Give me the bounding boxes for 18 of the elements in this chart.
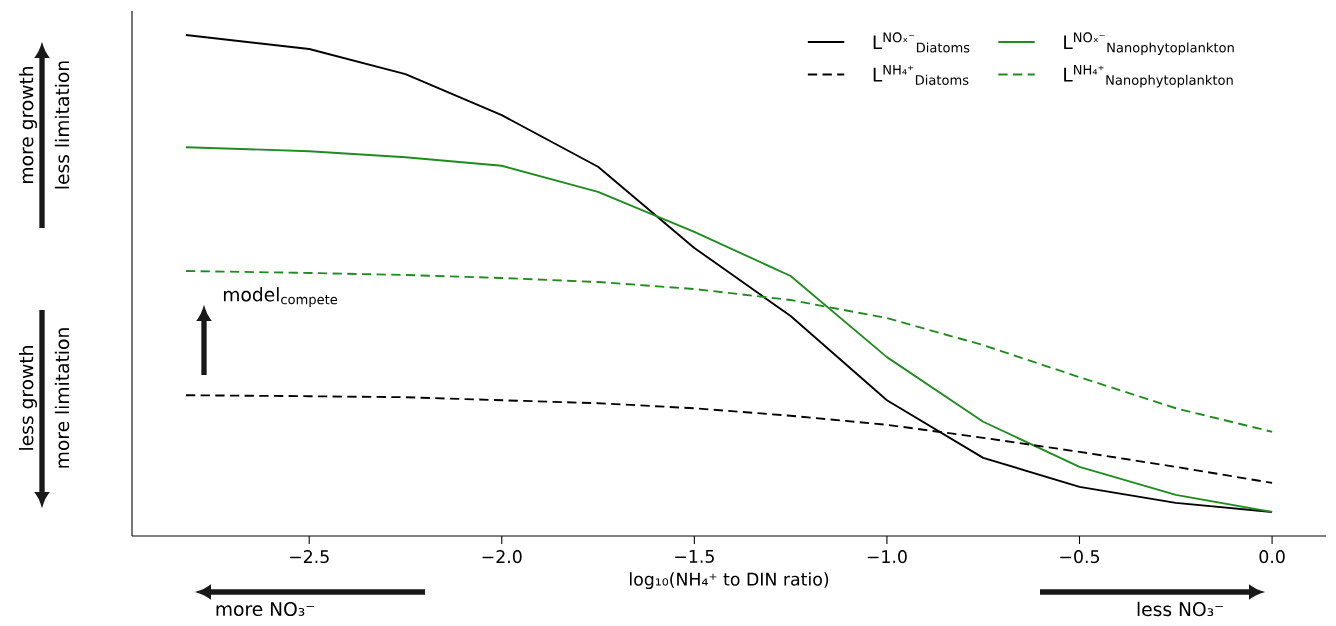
text: less growth [18, 346, 38, 450]
x-tick-label: −2.5 [289, 550, 329, 564]
legend-label: L$^{NH₄⁺}$Diatoms [873, 64, 969, 85]
x-tick-label: −1.0 [867, 550, 907, 564]
text: more limitation [54, 328, 70, 468]
legend-label: L$^{NOₓ⁻}$Nanophytoplankton [1064, 32, 1234, 56]
x-tick-label: 0.0 [1259, 550, 1285, 564]
legend-label: L$^{NOₓ⁻}$Diatoms [873, 32, 970, 53]
legend-label: L$^{NH₄⁺}$Nanophytoplankton [1064, 64, 1233, 88]
text: less NO₃⁻ [1137, 601, 1223, 617]
text: less limitation [54, 61, 70, 189]
x-tick-label: −0.5 [1060, 550, 1100, 564]
text: more NO₃⁻ [216, 601, 314, 617]
x-tick-label: −1.5 [675, 550, 714, 563]
x-axis-title: log₁₀(NH₄⁺ to DIN ratio) [630, 572, 829, 590]
annotation: model$_{compete}$ [223, 287, 338, 307]
text: more growth [18, 66, 38, 183]
x-tick-label: −2.0 [482, 550, 522, 564]
